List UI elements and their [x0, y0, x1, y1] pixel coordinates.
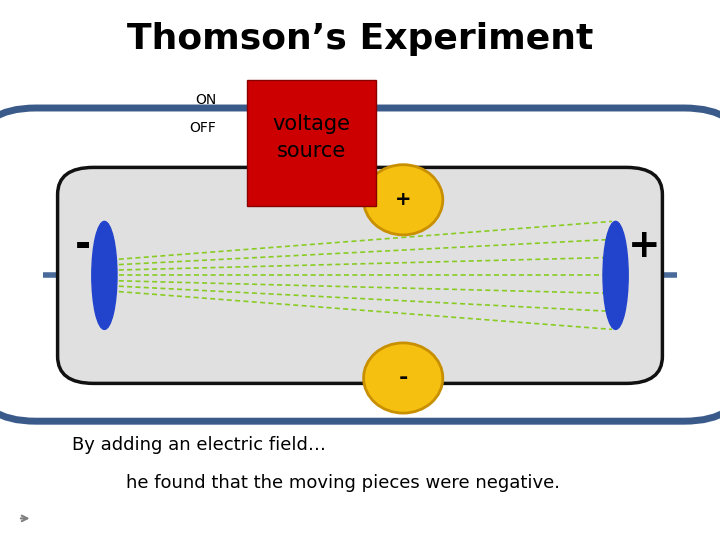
Text: -: -	[75, 227, 91, 265]
Text: +: +	[628, 227, 661, 265]
FancyBboxPatch shape	[0, 108, 720, 421]
Text: -: -	[398, 368, 408, 388]
Text: ON: ON	[194, 93, 216, 107]
FancyBboxPatch shape	[58, 167, 662, 383]
Ellipse shape	[364, 165, 443, 235]
Text: Thomson’s Experiment: Thomson’s Experiment	[127, 22, 593, 56]
Ellipse shape	[364, 343, 443, 413]
FancyBboxPatch shape	[247, 80, 376, 206]
Ellipse shape	[603, 221, 628, 329]
Text: voltage
source: voltage source	[272, 114, 351, 161]
Text: he found that the moving pieces were negative.: he found that the moving pieces were neg…	[126, 474, 560, 492]
Text: OFF: OFF	[189, 121, 216, 135]
Ellipse shape	[91, 221, 117, 329]
Text: By adding an electric field…: By adding an electric field…	[72, 436, 326, 455]
Text: +: +	[395, 190, 411, 210]
